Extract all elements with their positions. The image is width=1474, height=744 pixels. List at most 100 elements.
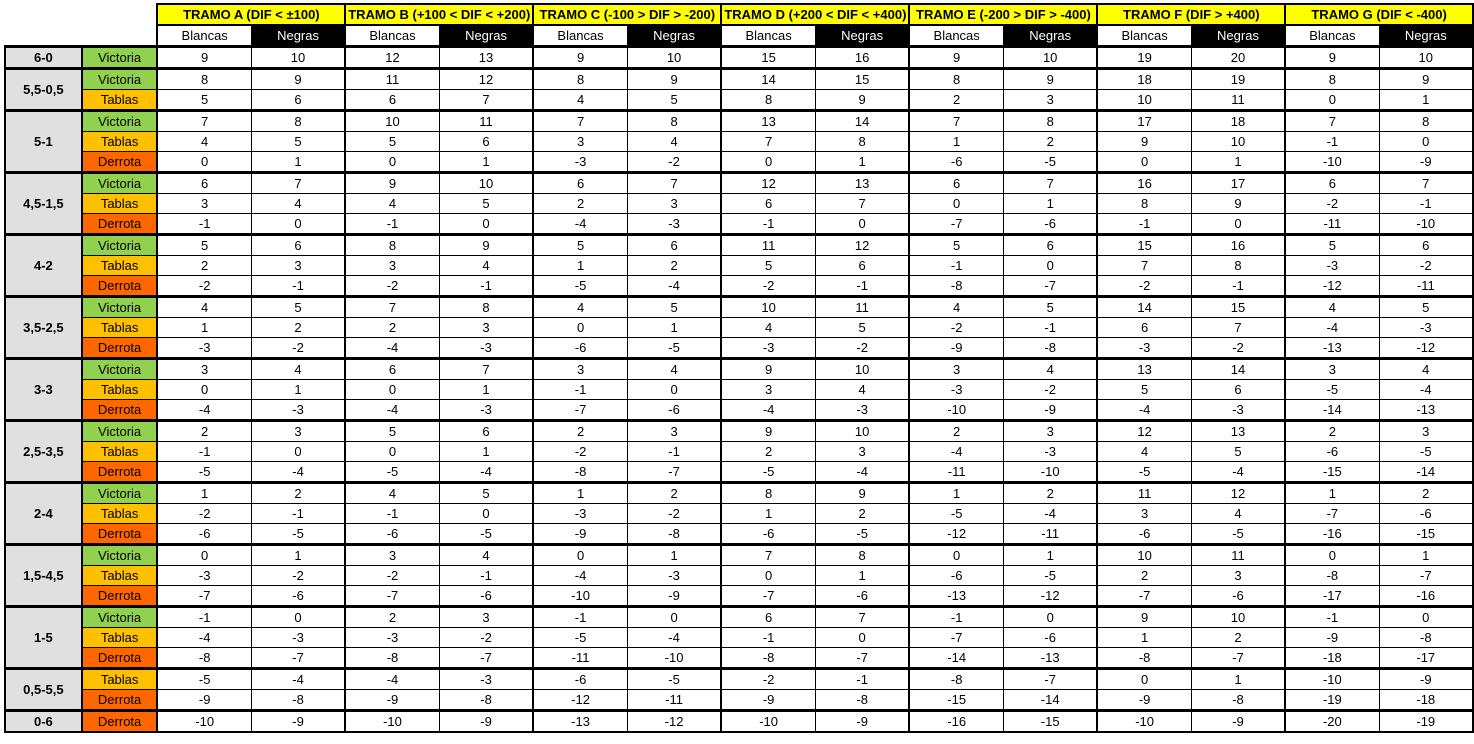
value-cell: 1 bbox=[720, 503, 816, 524]
value-cell: 0 bbox=[532, 543, 628, 566]
value-cell: 9 bbox=[908, 45, 1004, 69]
value-cell: -2 bbox=[720, 275, 816, 297]
tramo-header: TRAMO G (DIF < -400) bbox=[1284, 3, 1474, 26]
value-cell: 7 bbox=[438, 89, 534, 111]
table-row: Tablas 1 2 2 3 0 1 4 5 -2 -1 6 7 -4 -3 bbox=[5, 317, 1474, 338]
value-cell: -5 bbox=[814, 523, 910, 545]
table-row: Derrota -5 -4 -5 -4 -8 -7 -5 -4 -11 -10 -5 -4 -15 -14 bbox=[5, 461, 1474, 483]
value-cell: 6 bbox=[1002, 233, 1098, 256]
result-label: Derrota bbox=[81, 523, 159, 545]
value-cell: -1 bbox=[1284, 131, 1380, 152]
value-cell: 15 bbox=[1190, 295, 1286, 318]
value-cell: 3 bbox=[344, 543, 440, 566]
result-label: Victoria bbox=[81, 543, 159, 566]
value-cell: 1 bbox=[250, 379, 346, 400]
table-row: Derrota -4 -3 -4 -3 -7 -6 -4 -3 -10 -9 -4 -3 -14 -13 bbox=[5, 399, 1474, 421]
value-cell: 1 bbox=[908, 131, 1004, 152]
value-cell: -10 bbox=[532, 585, 628, 607]
result-label: Victoria bbox=[81, 295, 159, 318]
value-cell: 11 bbox=[1096, 481, 1192, 504]
value-cell: 2 bbox=[1002, 481, 1098, 504]
result-label: Victoria bbox=[81, 481, 159, 504]
value-cell: 7 bbox=[1378, 171, 1474, 194]
negras-header: Negras bbox=[1190, 24, 1286, 47]
value-cell: -9 bbox=[1002, 399, 1098, 421]
value-cell: 2 bbox=[250, 317, 346, 338]
value-cell: 0 bbox=[720, 151, 816, 173]
value-cell: -3 bbox=[438, 667, 534, 690]
value-cell: -13 bbox=[1284, 337, 1380, 359]
table-row: Derrota -9 -8 -9 -8 -12 -11 -9 -8 -15 -14 -9 -8 -19 -1… bbox=[5, 689, 1474, 711]
table-row: 4,5-1,5 Victoria 6 7 9 10 6 7 12 13 6 7 16 17 6 7 bbox=[4, 171, 1474, 235]
value-cell: 2 bbox=[156, 419, 252, 442]
value-cell: 0 bbox=[1378, 605, 1474, 628]
value-cell: -2 bbox=[1378, 255, 1474, 276]
value-cell: -2 bbox=[908, 317, 1004, 338]
value-cell: -7 bbox=[908, 213, 1004, 235]
result-label: Tablas bbox=[81, 441, 159, 462]
points-table: TRAMO A (DIF < ±100) TRAMO B (+100 < DIF … bbox=[4, 3, 1474, 733]
value-cell: -6 bbox=[908, 565, 1004, 586]
value-cell: -1 bbox=[250, 275, 346, 297]
value-cell: 12 bbox=[720, 171, 816, 194]
value-cell: -4 bbox=[814, 461, 910, 483]
score-cell: 2-4 bbox=[4, 481, 83, 545]
score-cell: 3-3 bbox=[4, 357, 83, 421]
value-cell: 10 bbox=[1096, 89, 1192, 111]
value-cell: 5 bbox=[626, 89, 722, 111]
value-cell: -4 bbox=[626, 627, 722, 648]
value-cell: -4 bbox=[344, 399, 440, 421]
value-cell: 17 bbox=[1096, 109, 1192, 132]
value-cell: -5 bbox=[532, 627, 628, 648]
value-cell: 7 bbox=[156, 109, 252, 132]
value-cell: -3 bbox=[532, 151, 628, 173]
value-cell: -6 bbox=[438, 585, 534, 607]
value-cell: -9 bbox=[1190, 709, 1286, 733]
value-cell: 5 bbox=[908, 233, 1004, 256]
value-cell: 9 bbox=[156, 45, 252, 69]
value-cell: 0 bbox=[908, 193, 1004, 214]
value-cell: 6 bbox=[720, 605, 816, 628]
table-row: Tablas -3 -2 -2 -1 -4 -3 0 1 -6 -5 2 3 -8 -7 bbox=[5, 565, 1474, 586]
value-cell: 2 bbox=[720, 441, 816, 462]
value-cell: 8 bbox=[344, 233, 440, 256]
value-cell: 4 bbox=[438, 255, 534, 276]
value-cell: 10 bbox=[1190, 131, 1286, 152]
table-row: 5,5-0,5 Victoria 8 9 11 12 8 9 14 15 8 9 18 19 8 9 bbox=[4, 67, 1474, 111]
value-cell: -1 bbox=[438, 565, 534, 586]
value-cell: 8 bbox=[532, 67, 628, 90]
value-cell: -1 bbox=[344, 503, 440, 524]
value-cell: -1 bbox=[532, 379, 628, 400]
value-cell: 13 bbox=[1190, 419, 1286, 442]
value-cell: -2 bbox=[344, 275, 440, 297]
value-cell: 2 bbox=[250, 481, 346, 504]
value-cell: 9 bbox=[1378, 67, 1474, 90]
value-cell: 13 bbox=[814, 171, 910, 194]
value-cell: -4 bbox=[344, 667, 440, 690]
value-cell: 1 bbox=[156, 317, 252, 338]
table-row: 6-0 Victoria 9 10 12 13 9 10 15 16 9 10 19 20 9 10 bbox=[4, 45, 1474, 69]
value-cell: 4 bbox=[250, 357, 346, 380]
value-cell: 4 bbox=[250, 193, 346, 214]
value-cell: -1 bbox=[908, 255, 1004, 276]
value-cell: -8 bbox=[908, 667, 1004, 690]
value-cell: -10 bbox=[1284, 667, 1380, 690]
value-cell: -1 bbox=[156, 605, 252, 628]
tramo-header: TRAMO D (+200 < DIF < +400) bbox=[720, 3, 911, 26]
value-cell: 8 bbox=[438, 295, 534, 318]
value-cell: -4 bbox=[1096, 399, 1192, 421]
value-cell: -7 bbox=[626, 461, 722, 483]
value-cell: 6 bbox=[626, 233, 722, 256]
value-cell: -3 bbox=[626, 565, 722, 586]
value-cell: 6 bbox=[814, 255, 910, 276]
value-cell: -7 bbox=[156, 585, 252, 607]
value-cell: -5 bbox=[720, 461, 816, 483]
result-label: Tablas bbox=[81, 89, 159, 111]
value-cell: -18 bbox=[1378, 689, 1474, 711]
value-cell: 9 bbox=[814, 481, 910, 504]
value-cell: 1 bbox=[626, 317, 722, 338]
value-cell: -1 bbox=[814, 667, 910, 690]
value-cell: -3 bbox=[1190, 399, 1286, 421]
value-cell: 5 bbox=[344, 131, 440, 152]
value-cell: -1 bbox=[1190, 275, 1286, 297]
